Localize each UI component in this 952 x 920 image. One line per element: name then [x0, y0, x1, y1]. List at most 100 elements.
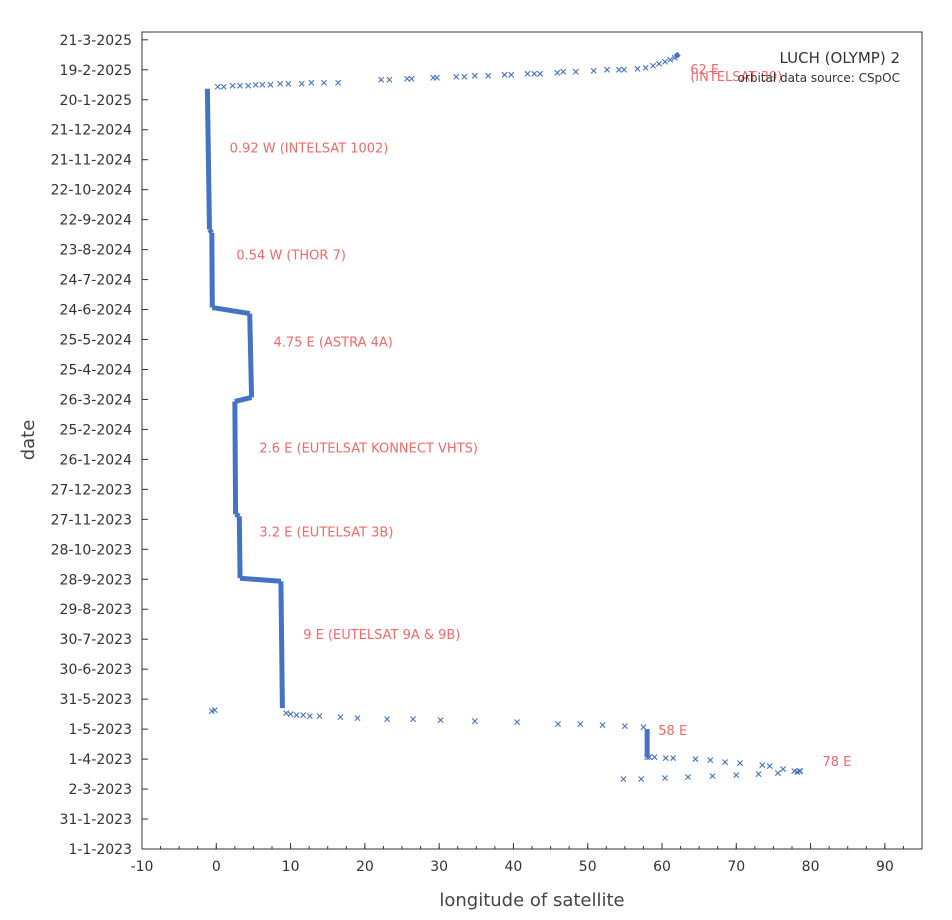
annotation-label: 2.6 E (EUTELSAT KONNECT VHTS)	[259, 441, 478, 456]
data-point	[651, 754, 658, 761]
data-point	[237, 82, 244, 89]
station-segment	[247, 313, 255, 398]
data-point	[461, 73, 468, 80]
data-point	[599, 722, 606, 729]
x-tick-label: 90	[876, 859, 894, 875]
data-point	[337, 714, 344, 721]
y-tick-label: 26-1-2024	[60, 452, 133, 468]
y-tick-label: 25-4-2024	[60, 362, 133, 378]
data-point	[707, 757, 714, 764]
y-tick-label: 21-12-2024	[51, 123, 132, 139]
station-segment	[232, 401, 239, 515]
y-tick-label: 27-12-2023	[51, 482, 132, 498]
y-tick-label: 2-3-2023	[68, 782, 132, 798]
data-point	[214, 83, 221, 90]
data-point	[646, 754, 653, 761]
annotation-label: 0.54 W (THOR 7)	[236, 249, 346, 264]
y-tick-label: 25-5-2024	[60, 333, 133, 349]
data-point	[485, 72, 492, 79]
y-tick-label: 29-8-2023	[60, 602, 132, 618]
data-point	[300, 712, 307, 719]
y-tick-label: 24-7-2024	[60, 273, 133, 289]
y-tick-label: 31-5-2023	[60, 692, 132, 708]
data-point	[453, 73, 460, 80]
data-point	[638, 776, 645, 783]
transition-ramp	[234, 512, 241, 519]
x-tick-label: 80	[802, 859, 820, 875]
transition-ramp	[234, 395, 253, 404]
data-point	[733, 772, 740, 779]
data-point	[410, 716, 417, 723]
data-point	[759, 762, 766, 769]
y-tick-label: 22-10-2024	[51, 183, 132, 199]
y-tick-label: 24-6-2024	[60, 303, 133, 319]
transition-ramp	[211, 305, 251, 317]
data-point	[577, 721, 584, 728]
y-tick-label: 20-1-2025	[60, 93, 132, 109]
x-tick-label: 0	[212, 859, 221, 875]
data-point	[298, 80, 305, 87]
data-point	[620, 776, 627, 783]
data-point	[220, 83, 227, 90]
x-axis-title: longitude of satellite	[439, 890, 624, 911]
station-lines	[204, 51, 681, 758]
data-point	[642, 64, 649, 71]
data-point	[306, 713, 313, 720]
y-tick-label: 26-3-2024	[60, 392, 133, 408]
data-point	[386, 76, 393, 83]
station-segment	[236, 516, 243, 579]
x-tick-label: 20	[356, 859, 374, 875]
data-point	[471, 718, 478, 725]
y-tick-label: 23-8-2024	[60, 243, 133, 259]
data-point	[722, 759, 729, 766]
data-point	[662, 755, 669, 762]
data-point	[378, 76, 385, 83]
data-point	[644, 754, 651, 761]
data-point	[572, 68, 579, 75]
x-tick-label: 40	[505, 859, 523, 875]
data-point	[667, 56, 674, 63]
data-point	[308, 79, 315, 86]
data-point	[780, 766, 787, 773]
data-point	[285, 80, 292, 87]
annotation-label: 58 E	[658, 724, 687, 739]
data-point	[437, 717, 444, 724]
data-point	[555, 721, 561, 728]
annotation-label: 0.92 W (INTELSAT 1002)	[230, 142, 389, 157]
y-tick-label: 27-11-2023	[51, 512, 132, 528]
data-point	[671, 54, 678, 61]
y-tick-label: 21-3-2025	[60, 33, 132, 49]
data-point	[755, 771, 762, 778]
y-tick-label: 30-7-2023	[60, 632, 132, 648]
y-tick-label: 1-1-2023	[68, 842, 132, 858]
data-point	[316, 713, 323, 720]
annotation-label: 4.75 E (ASTRA 4A)	[273, 336, 392, 351]
data-point	[277, 80, 284, 87]
y-tick-label: 21-11-2024	[51, 153, 132, 169]
x-axis: -10 0 10 20 30 40 50 60 70 80 90	[131, 843, 923, 875]
y-tick-label: 1-4-2023	[68, 752, 132, 768]
data-point	[621, 66, 628, 73]
annotation-label: 78 E	[822, 755, 851, 770]
x-tick-label: -10	[131, 859, 154, 875]
annotation-label: (INTELSAT 39)	[690, 70, 782, 85]
data-point	[252, 81, 259, 88]
x-tick-label: 60	[653, 859, 671, 875]
data-point	[766, 763, 773, 770]
y-tick-label: 1-5-2023	[68, 722, 132, 738]
data-point	[650, 62, 657, 69]
data-point	[640, 724, 647, 731]
data-point	[634, 65, 641, 72]
y-tick-label: 30-6-2023	[60, 662, 132, 678]
data-point	[471, 72, 478, 79]
station-segment	[278, 581, 285, 709]
y-tick-label: 25-2-2024	[60, 422, 133, 438]
data-point	[293, 712, 300, 719]
data-point	[514, 719, 521, 726]
data-point	[501, 71, 508, 78]
data-point	[508, 71, 515, 78]
y-axis-title: date	[18, 420, 39, 461]
data-point	[433, 74, 440, 81]
annotation-label: 3.2 E (EUTELSAT 3B)	[259, 525, 393, 540]
